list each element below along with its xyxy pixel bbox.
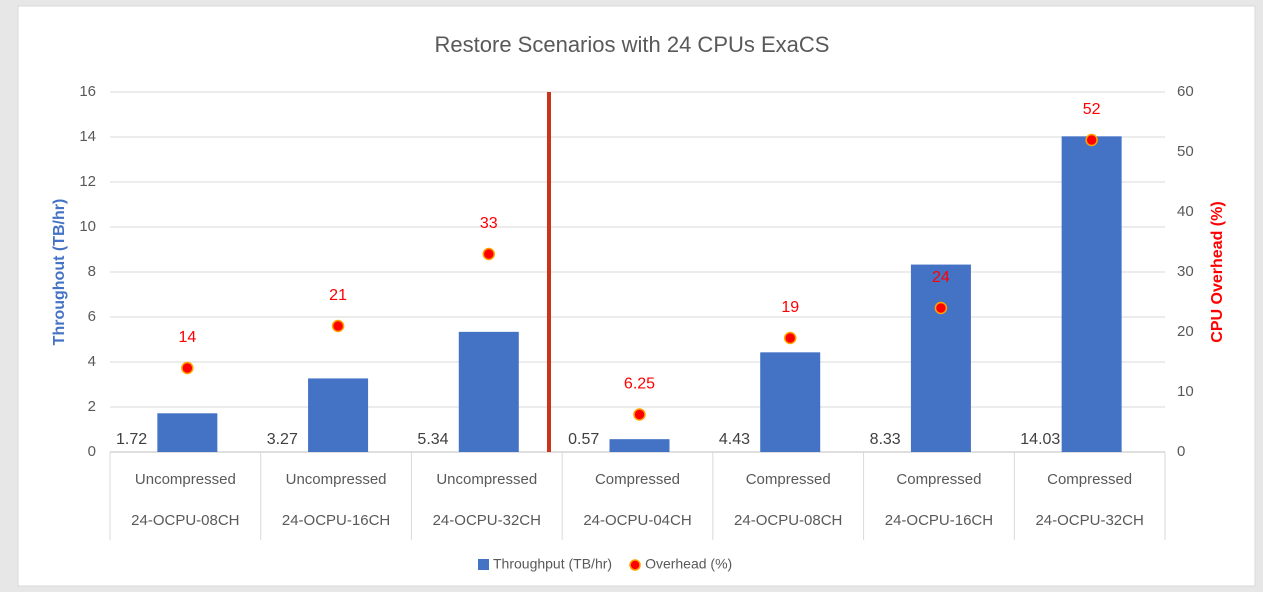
data-label: 14.03 — [1020, 431, 1060, 448]
x-tick-label: Compressed — [896, 471, 981, 488]
y2-tick-label: 30 — [1177, 263, 1194, 280]
data-label: 19 — [781, 299, 799, 316]
data-label: 1.72 — [116, 431, 147, 448]
bar — [308, 378, 369, 452]
data-label: 5.34 — [417, 431, 448, 448]
y-tick-label: 2 — [88, 398, 96, 415]
y-axis-title: Throughout (TB/hr) — [51, 199, 68, 346]
data-label: 3.27 — [267, 431, 298, 448]
x-tick-label: 24-OCPU-04CH — [583, 512, 691, 529]
x-tick-label: 24-OCPU-32CH — [1035, 512, 1143, 529]
y2-tick-label: 20 — [1177, 323, 1194, 340]
x-tick-label: Compressed — [595, 471, 680, 488]
point — [783, 331, 797, 345]
x-tick-label: Uncompressed — [286, 471, 387, 488]
bar — [760, 352, 821, 452]
chart-title: Restore Scenarios with 24 CPUs ExaCS — [435, 32, 830, 57]
bar — [910, 264, 971, 452]
x-tick-label: 24-OCPU-16CH — [885, 512, 993, 529]
point — [633, 408, 646, 421]
y-tick-label: 16 — [79, 83, 96, 100]
x-tick-label: Uncompressed — [436, 471, 537, 488]
y-tick-label: 12 — [79, 173, 96, 190]
data-label: 6.25 — [624, 376, 655, 393]
y-tick-label: 4 — [88, 353, 96, 370]
x-tick-label: Compressed — [1047, 471, 1132, 488]
data-label: 8.33 — [870, 431, 901, 448]
data-label: 52 — [1083, 101, 1101, 118]
x-tick-label: Compressed — [746, 471, 831, 488]
y-tick-label: 0 — [88, 443, 96, 460]
point — [181, 361, 194, 375]
data-label: 33 — [480, 215, 498, 232]
y-tick-label: 8 — [88, 263, 96, 280]
y2-tick-label: 0 — [1177, 443, 1185, 460]
x-tick-label: 24-OCPU-08CH — [131, 512, 239, 529]
bar — [1061, 136, 1122, 452]
bar — [609, 439, 670, 452]
legend-swatch — [629, 559, 641, 571]
y2-tick-label: 50 — [1177, 143, 1194, 160]
point — [482, 247, 496, 261]
y-tick-label: 6 — [88, 308, 96, 325]
data-label: 24 — [932, 269, 950, 286]
legend-label: Throughput (TB/hr) — [493, 556, 612, 572]
y2-tick-label: 60 — [1177, 83, 1194, 100]
y2-axis-title: CPU Overhead (%) — [1209, 201, 1226, 342]
data-label: 14 — [178, 329, 196, 346]
x-tick-label: 24-OCPU-16CH — [282, 512, 390, 529]
y-tick-label: 14 — [79, 128, 96, 145]
y-tick-label: 10 — [79, 218, 96, 235]
point — [1085, 133, 1098, 147]
point — [934, 301, 948, 315]
x-tick-label: Uncompressed — [135, 471, 236, 488]
legend-label: Overhead (%) — [645, 556, 732, 572]
x-tick-label: 24-OCPU-08CH — [734, 512, 842, 529]
point — [331, 319, 345, 333]
y2-tick-label: 40 — [1177, 203, 1194, 220]
bar — [157, 413, 218, 452]
data-label: 21 — [329, 287, 347, 304]
y2-tick-label: 10 — [1177, 383, 1194, 400]
legend-swatch — [478, 559, 489, 570]
data-label: 0.57 — [568, 431, 599, 448]
x-tick-label: 24-OCPU-32CH — [433, 512, 541, 529]
bar — [458, 331, 519, 452]
chart-background — [17, 5, 1256, 587]
data-label: 4.43 — [719, 431, 750, 448]
